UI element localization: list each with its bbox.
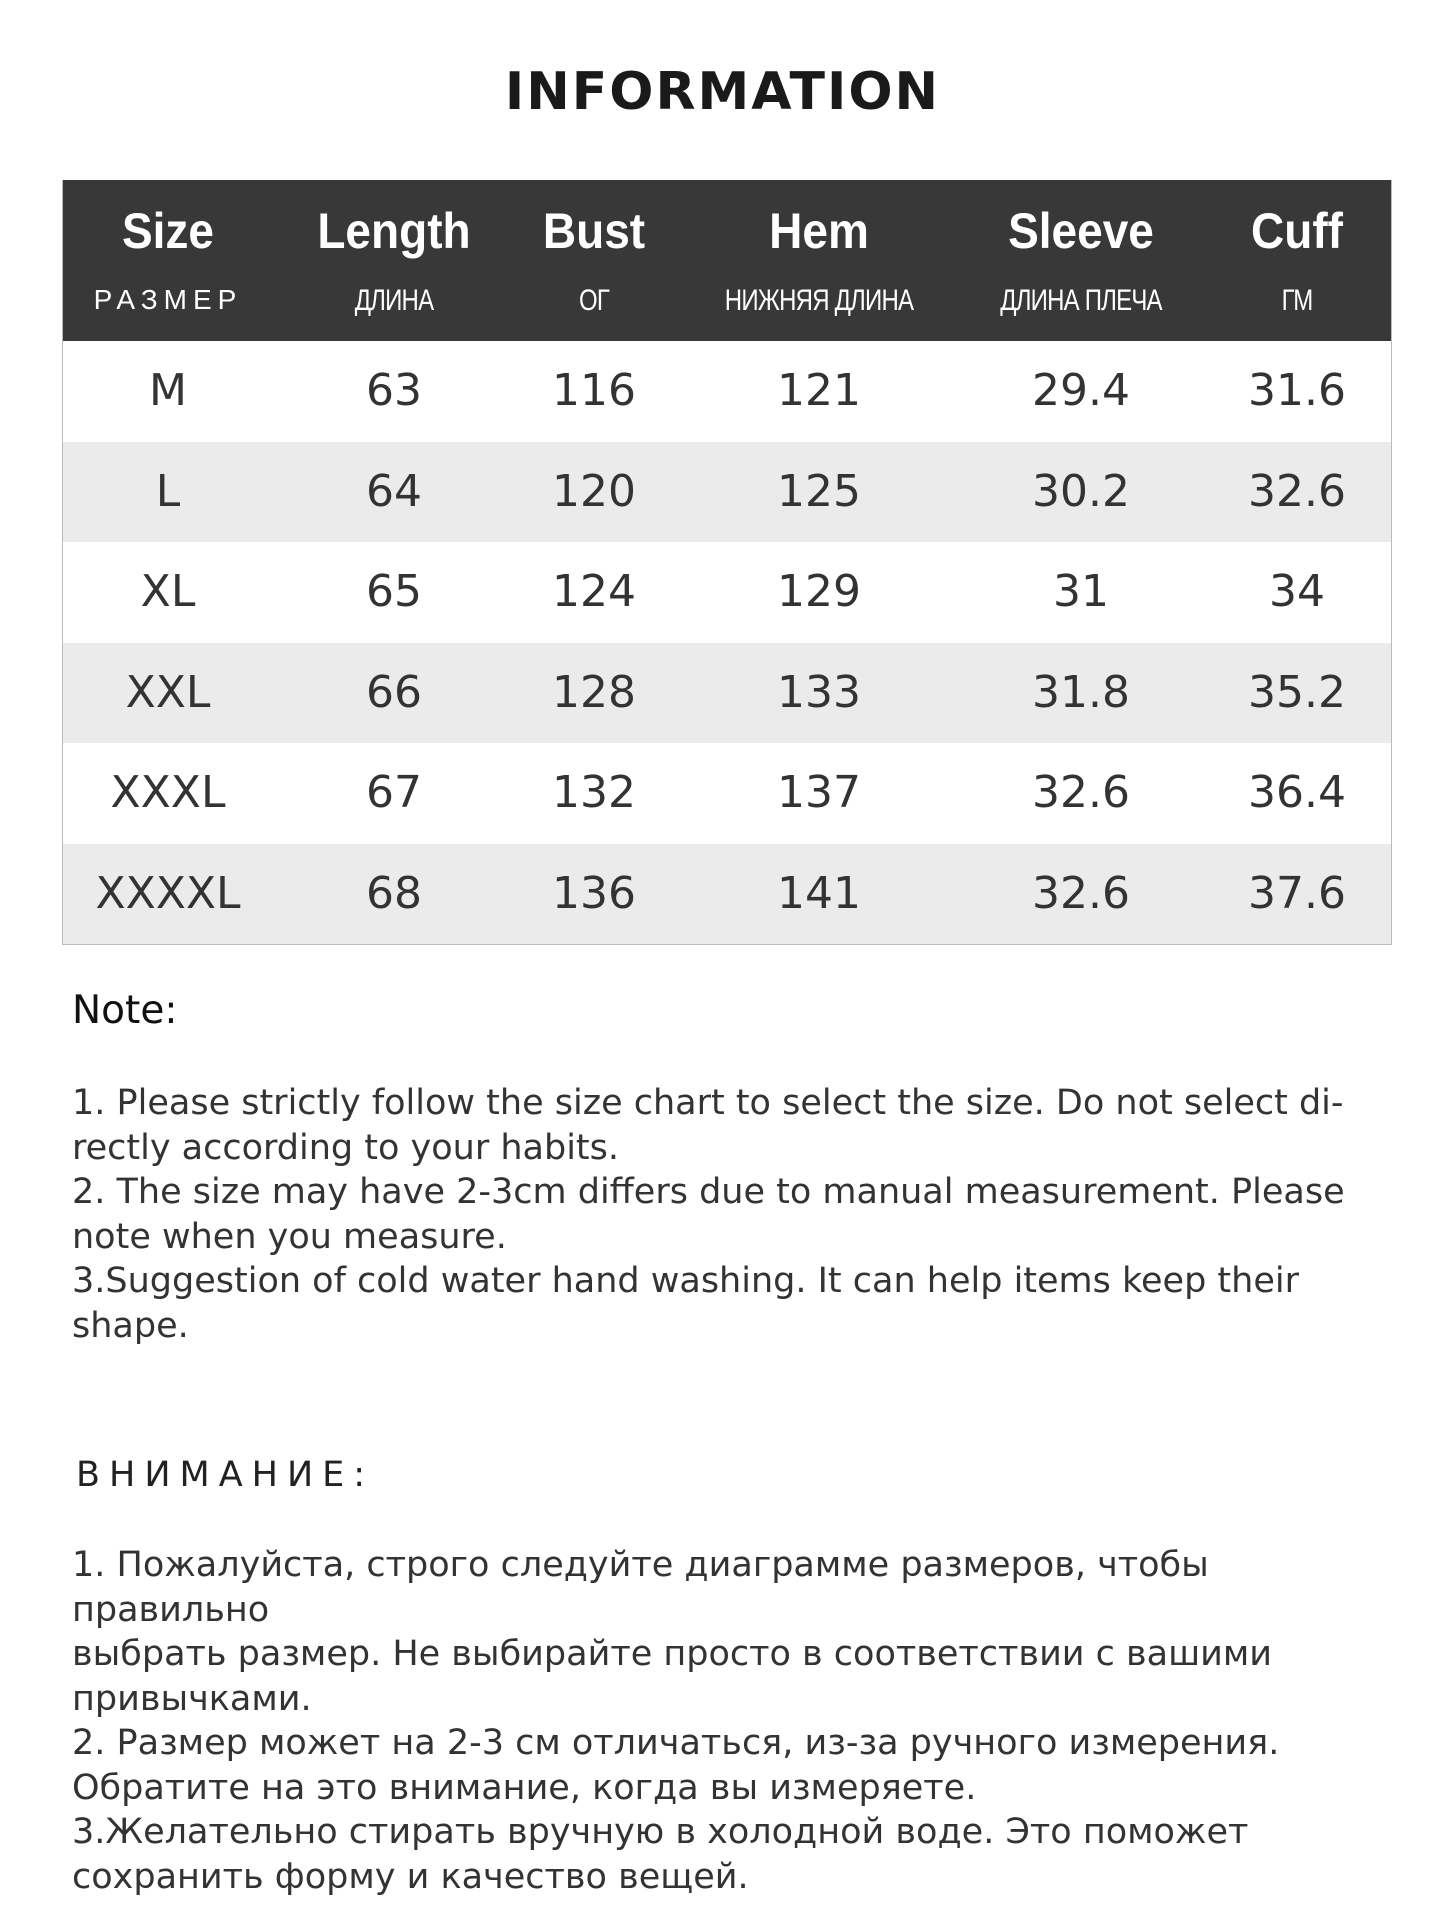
column-header-en: Cuff (1251, 203, 1343, 259)
table-cell: 63 (366, 365, 422, 416)
column-header-en: Sleeve (1008, 203, 1154, 259)
table-cell: 133 (777, 666, 861, 718)
column-header: Bust ОГ (494, 180, 694, 341)
page-title: INFORMATION (504, 62, 941, 122)
note-heading: Note: (72, 988, 178, 1033)
table-cell: 29.4 (1032, 365, 1130, 416)
column-header-ru: ДЛИНА ПЛЕЧА (1000, 284, 1162, 317)
table-cell: 64 (366, 465, 422, 517)
table-cell: L (155, 465, 181, 517)
table-cell: XXL (125, 666, 211, 718)
note-text: 1. Please strictly follow the size chart… (72, 1083, 1345, 1346)
table-cell: 32.6 (1248, 465, 1346, 517)
table-cell: 30.2 (1032, 465, 1130, 517)
table-cell: XXXXL (95, 867, 241, 919)
table-row: XL 65 124 129 31 34 (63, 542, 1391, 643)
column-header-ru: ДЛИНА (354, 284, 434, 317)
column-header-ru: РАЗМЕР (93, 284, 243, 315)
table-row: XXL 66 128 133 31.8 35.2 (63, 642, 1391, 743)
column-header: Size РАЗМЕР (63, 180, 273, 341)
table-cell: 136 (552, 867, 636, 919)
table-cell: 31 (1053, 566, 1109, 617)
column-header-ru: ГМ (1281, 284, 1314, 317)
table-cell: 37.6 (1248, 867, 1346, 919)
table-row: XXXXL 68 136 141 32.6 37.6 (63, 843, 1391, 944)
table-cell: 132 (552, 767, 636, 818)
column-header-en: Length (317, 203, 471, 259)
table-row: XXXL 67 132 137 32.6 36.4 (63, 743, 1391, 844)
table-row: M 63 116 121 29.4 31.6 (63, 341, 1391, 442)
table-cell: M (149, 365, 187, 416)
table-cell: 31.6 (1248, 365, 1346, 416)
table-cell: 137 (777, 767, 861, 818)
table-cell: XXXL (110, 767, 226, 818)
table-cell: 121 (777, 365, 861, 416)
table-cell: 35.2 (1248, 666, 1346, 718)
table-cell: 36.4 (1248, 767, 1346, 818)
column-header-ru: ОГ (578, 284, 610, 317)
table-body: M 63 116 121 29.4 31.6 L 64 120 125 30.2 32.6 XL 65 12… (63, 341, 1391, 944)
table-cell: XL (140, 566, 196, 617)
table-cell: 68 (366, 867, 422, 919)
table-cell: 67 (366, 767, 422, 818)
column-header-en: Hem (769, 203, 869, 259)
column-header: Sleeve ДЛИНА ПЛЕЧА (931, 180, 1231, 341)
table-cell: 125 (777, 465, 861, 517)
table-cell: 31.8 (1032, 666, 1130, 718)
column-header: Length ДЛИНА (294, 180, 494, 341)
table-cell: 34 (1269, 566, 1325, 617)
table-cell: 141 (777, 867, 861, 919)
table-row: L 64 120 125 30.2 32.6 (63, 441, 1391, 542)
column-header-en: Size (121, 203, 215, 259)
table-cell: 32.6 (1032, 767, 1130, 818)
table-cell: 129 (777, 566, 861, 617)
column-header: Cuff ГМ (1197, 180, 1397, 341)
table-cell: 65 (366, 566, 422, 617)
size-table: Size РАЗМЕР Length ДЛИНА Bust ОГ Hem НИЖНЯЯ ДЛИ… (62, 180, 1392, 945)
table-cell: 32.6 (1032, 867, 1130, 919)
table-cell: 120 (552, 465, 636, 517)
column-header-en: Bust (542, 203, 646, 259)
note-ru-text: 1. Пожалуйста, строго следуйте диаграмме… (72, 1545, 1280, 1897)
table-header: Size РАЗМЕР Length ДЛИНА Bust ОГ Hem НИЖНЯЯ ДЛИ… (63, 180, 1391, 341)
column-header: Hem НИЖНЯЯ ДЛИНА (669, 180, 969, 341)
table-cell: 66 (366, 666, 422, 718)
table-cell: 124 (552, 566, 636, 617)
table-cell: 116 (552, 365, 636, 416)
table-cell: 128 (552, 666, 636, 718)
note-ru-heading: ВНИМАНИЕ: (76, 1455, 375, 1495)
column-header-ru: НИЖНЯЯ ДЛИНА (724, 284, 914, 317)
